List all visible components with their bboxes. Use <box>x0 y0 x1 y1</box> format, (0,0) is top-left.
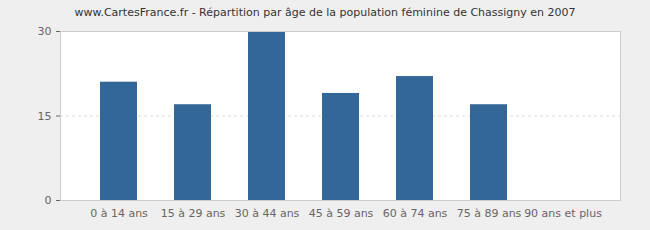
html-text:www.CartesFrance.fr - Répartit: www.CartesFrance.fr - Répartition par âg… <box>74 6 576 19</box>
svg-text:0 à 14 ans: 0 à 14 ans <box>90 207 148 220</box>
svg-text:30: 30 <box>38 25 52 38</box>
svg-text:15: 15 <box>38 110 52 123</box>
svg-text:15 à 29 ans: 15 à 29 ans <box>161 207 226 220</box>
svg-text:75 à 89 ans: 75 à 89 ans <box>457 207 522 220</box>
svg-text:30 à 44 ans: 30 à 44 ans <box>235 207 300 220</box>
svg-text:60 à 74 ans: 60 à 74 ans <box>383 207 448 220</box>
svg-text:0: 0 <box>45 194 52 207</box>
svg-text:45 à 59 ans: 45 à 59 ans <box>309 207 374 220</box>
svg-text:90 ans et plus: 90 ans et plus <box>524 207 602 220</box>
